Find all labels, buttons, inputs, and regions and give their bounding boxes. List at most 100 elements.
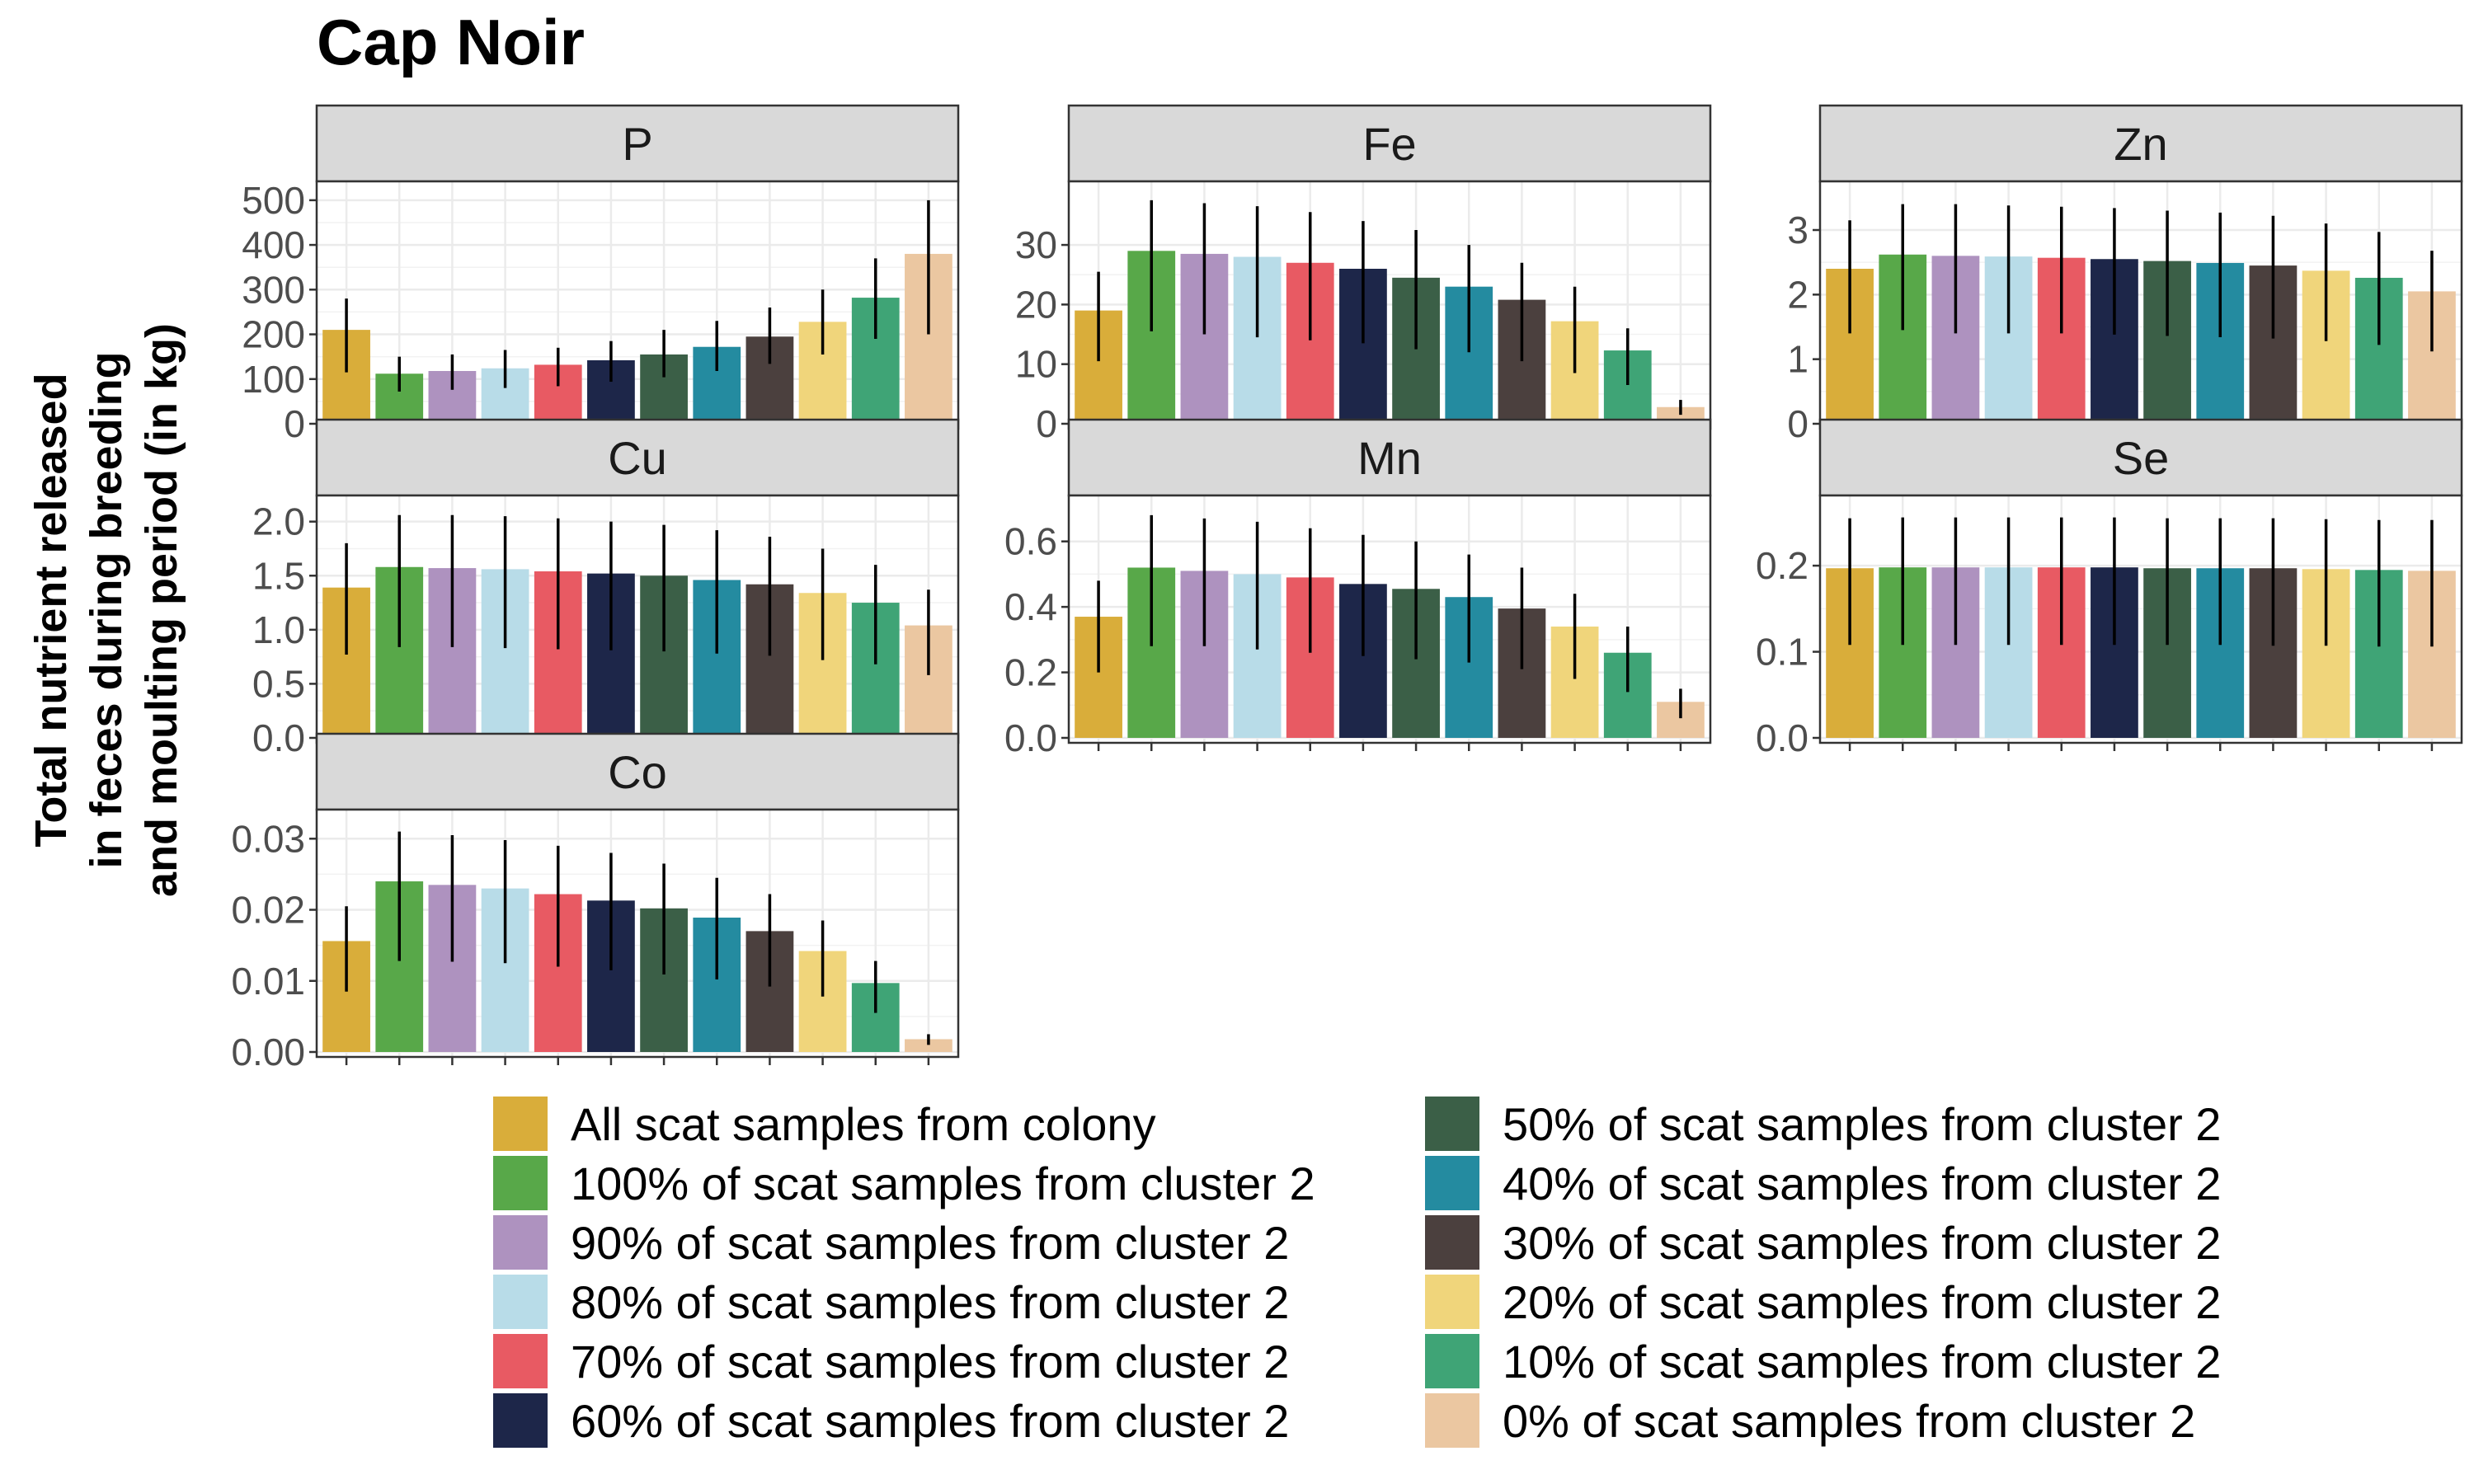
y-tick-label: 0 (284, 402, 305, 445)
legend-key (1425, 1334, 1479, 1388)
y-tick-label: 1.5 (252, 554, 305, 597)
facet-strip-label: Co (608, 746, 667, 798)
plot-background (1820, 181, 2462, 429)
facet-panel-se: Se 0.0 0.1 0.2 (1756, 418, 2463, 759)
legend-key (493, 1215, 548, 1270)
y-tick-label: 0 (1787, 402, 1808, 445)
y-tick-label: 0.0 (1004, 716, 1057, 759)
legend-label: 70% of scat samples from cluster 2 (571, 1336, 1289, 1388)
legend-key (493, 1097, 548, 1151)
facet-strip-label: Se (2113, 432, 2170, 484)
y-tick-label: 20 (1015, 283, 1057, 326)
facet-strip (1818, 418, 2463, 497)
y-tick-label: 2 (1787, 273, 1808, 316)
y-tick-label: 500 (242, 179, 305, 222)
legend-key (1425, 1097, 1479, 1151)
facet-strip-label: Fe (1362, 118, 1416, 170)
y-tick-label: 10 (1015, 343, 1057, 386)
legend-item: 0% of scat samples from cluster 2 (1425, 1393, 2195, 1448)
legend-item: 50% of scat samples from cluster 2 (1425, 1097, 2221, 1151)
legend-item: All scat samples from colony (493, 1097, 1156, 1151)
y-tick-label: 300 (242, 268, 305, 311)
facet-strip (315, 732, 960, 811)
legend-label: 0% of scat samples from cluster 2 (1503, 1395, 2195, 1447)
legend-item: 100% of scat samples from cluster 2 (493, 1156, 1315, 1210)
bars (1075, 200, 1705, 424)
legend-label: 50% of scat samples from cluster 2 (1503, 1098, 2221, 1150)
facet-strip (315, 104, 960, 183)
y-axis: 0.0 0.1 0.2 (1756, 544, 1820, 759)
y-tick-label: 30 (1015, 223, 1057, 266)
legend-item: 60% of scat samples from cluster 2 (493, 1393, 1289, 1448)
plot-background (317, 810, 958, 1057)
y-tick-label: 0 (1036, 402, 1057, 445)
legend-key (493, 1156, 548, 1210)
y-tick-label: 0.0 (1756, 716, 1808, 759)
chart-title: Cap Noir (317, 6, 585, 78)
y-axis-title-line-3: and moulting period (in kg) (137, 323, 186, 897)
legend-label: 10% of scat samples from cluster 2 (1503, 1336, 2221, 1388)
legend-key (493, 1334, 548, 1388)
y-tick-label: 0.0 (252, 716, 305, 759)
legend-key (1425, 1393, 1479, 1448)
facet-strip-label: Cu (608, 432, 667, 484)
y-tick-label: 0.00 (231, 1031, 305, 1073)
panel-border (1818, 494, 2463, 744)
plot-background (1069, 495, 1710, 743)
panel-border (1067, 494, 1712, 744)
legend-label: 40% of scat samples from cluster 2 (1503, 1158, 2221, 1209)
legend-item: 10% of scat samples from cluster 2 (1425, 1334, 2221, 1388)
legend-label: 80% of scat samples from cluster 2 (571, 1276, 1289, 1328)
facet-strip-label: P (622, 118, 652, 170)
bar-co-12 (905, 1039, 952, 1052)
legend-key (493, 1393, 548, 1448)
facet-strip (315, 418, 960, 497)
y-axis-title: Total nutrient released in feces during … (26, 323, 186, 897)
legend-key (1425, 1156, 1479, 1210)
legend-item: 40% of scat samples from cluster 2 (1425, 1156, 2221, 1210)
facet-strip-label: Mn (1357, 432, 1422, 484)
legend: All scat samples from colony 100% of scat… (493, 1097, 2221, 1448)
facet-panel-co: Co 0.00 0.01 0.02 0.03 (231, 732, 960, 1073)
y-tick-label: 1 (1787, 338, 1808, 381)
legend-item: 30% of scat samples from cluster 2 (1425, 1215, 2221, 1270)
facet-panel-zn: Zn 0 1 2 3 (1787, 104, 2463, 445)
y-tick-label: 3 (1787, 209, 1808, 251)
legend-key (1425, 1275, 1479, 1329)
bars (322, 514, 952, 738)
panel-border (315, 808, 960, 1059)
facet-strip (1818, 104, 2463, 183)
bars (1826, 204, 2456, 424)
legend-label: 30% of scat samples from cluster 2 (1503, 1217, 2221, 1269)
y-tick-label: 400 (242, 223, 305, 266)
y-tick-label: 0.02 (231, 889, 305, 932)
y-axis: 0.0 0.5 1.0 1.5 2.0 (252, 500, 317, 759)
bars (1075, 514, 1705, 738)
y-tick-label: 0.5 (252, 662, 305, 705)
y-axis: 0.00 0.01 0.02 0.03 (231, 817, 317, 1073)
plot-background (317, 495, 958, 743)
y-axis-title-line-1: Total nutrient released (26, 373, 76, 847)
y-tick-label: 0.2 (1756, 544, 1808, 587)
legend-label: 90% of scat samples from cluster 2 (571, 1217, 1289, 1269)
legend-label: 60% of scat samples from cluster 2 (571, 1395, 1289, 1447)
y-tick-label: 0.2 (1004, 651, 1057, 694)
y-tick-label: 0.01 (231, 960, 305, 1003)
y-tick-label: 0.1 (1756, 631, 1808, 674)
facet-strip (1067, 418, 1712, 497)
y-tick-label: 0.6 (1004, 520, 1057, 563)
legend-label: 100% of scat samples from cluster 2 (571, 1158, 1315, 1209)
x-axis (1097, 743, 1682, 751)
x-axis (1848, 743, 2434, 751)
facet-panels: P0100200300400500Fe0102030Zn0123Cu0.00.5… (231, 104, 2463, 1073)
y-tick-label: 0.4 (1004, 585, 1057, 628)
legend-item: 70% of scat samples from cluster 2 (493, 1334, 1289, 1388)
y-axis: 0.0 0.2 0.4 0.6 (1004, 520, 1069, 759)
legend-label: 20% of scat samples from cluster 2 (1503, 1276, 2221, 1328)
bars (322, 200, 952, 424)
y-axis-title-line-2: in feces during breeding (82, 351, 131, 868)
y-tick-label: 2.0 (252, 500, 305, 543)
